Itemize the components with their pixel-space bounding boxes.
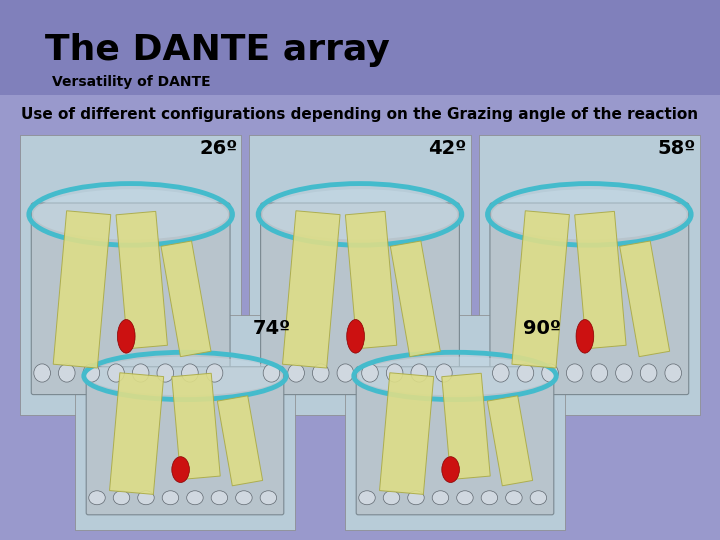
Ellipse shape xyxy=(83,364,99,382)
Ellipse shape xyxy=(89,491,105,505)
Ellipse shape xyxy=(456,491,473,505)
FancyBboxPatch shape xyxy=(31,203,230,395)
Ellipse shape xyxy=(260,491,276,505)
Bar xyxy=(345,315,565,530)
Ellipse shape xyxy=(616,364,632,382)
Ellipse shape xyxy=(132,364,149,382)
Ellipse shape xyxy=(361,364,378,382)
Bar xyxy=(379,373,433,495)
Bar xyxy=(217,396,263,486)
Ellipse shape xyxy=(432,491,449,505)
Bar xyxy=(442,373,490,480)
Bar xyxy=(346,211,397,349)
Ellipse shape xyxy=(312,364,329,382)
Text: Versatility of DANTE: Versatility of DANTE xyxy=(52,75,211,89)
Ellipse shape xyxy=(172,457,189,482)
Bar xyxy=(282,211,340,368)
Ellipse shape xyxy=(387,364,403,382)
Ellipse shape xyxy=(492,189,687,240)
Bar xyxy=(620,241,670,356)
Ellipse shape xyxy=(181,364,198,382)
Bar xyxy=(20,135,241,415)
Ellipse shape xyxy=(58,364,75,382)
Ellipse shape xyxy=(117,320,135,353)
Ellipse shape xyxy=(33,189,228,240)
Text: 90º: 90º xyxy=(523,319,561,338)
FancyBboxPatch shape xyxy=(490,203,689,395)
Ellipse shape xyxy=(442,457,459,482)
Ellipse shape xyxy=(235,491,252,505)
Bar xyxy=(109,373,163,495)
Ellipse shape xyxy=(113,491,130,505)
Ellipse shape xyxy=(567,364,583,382)
Text: 42º: 42º xyxy=(428,139,467,158)
Text: The DANTE array: The DANTE array xyxy=(45,33,390,67)
Bar xyxy=(575,211,626,349)
Ellipse shape xyxy=(576,320,594,353)
Ellipse shape xyxy=(436,364,452,382)
Ellipse shape xyxy=(492,364,509,382)
Ellipse shape xyxy=(337,364,354,382)
Bar xyxy=(479,135,700,415)
Ellipse shape xyxy=(138,491,154,505)
Bar xyxy=(172,373,220,480)
Ellipse shape xyxy=(665,364,682,382)
Ellipse shape xyxy=(505,491,522,505)
Ellipse shape xyxy=(108,364,125,382)
Ellipse shape xyxy=(517,364,534,382)
Bar xyxy=(487,396,533,486)
Bar xyxy=(390,241,441,356)
Ellipse shape xyxy=(89,356,282,395)
Ellipse shape xyxy=(162,491,179,505)
FancyBboxPatch shape xyxy=(356,367,554,515)
Bar xyxy=(249,135,471,415)
Bar xyxy=(75,315,295,530)
Text: 74º: 74º xyxy=(253,319,291,338)
Ellipse shape xyxy=(359,356,552,395)
Ellipse shape xyxy=(157,364,174,382)
Text: 58º: 58º xyxy=(658,139,696,158)
Ellipse shape xyxy=(359,491,375,505)
Bar xyxy=(161,241,211,356)
Ellipse shape xyxy=(541,364,559,382)
Ellipse shape xyxy=(347,320,364,353)
Ellipse shape xyxy=(530,491,546,505)
Text: Use of different configurations depending on the Grazing angle of the reaction: Use of different configurations dependin… xyxy=(22,107,698,123)
Ellipse shape xyxy=(481,491,498,505)
FancyBboxPatch shape xyxy=(86,367,284,515)
Bar xyxy=(53,211,111,368)
Ellipse shape xyxy=(383,491,400,505)
FancyBboxPatch shape xyxy=(261,203,459,395)
Ellipse shape xyxy=(211,491,228,505)
Ellipse shape xyxy=(186,491,203,505)
Ellipse shape xyxy=(411,364,428,382)
Ellipse shape xyxy=(288,364,305,382)
Ellipse shape xyxy=(34,364,50,382)
Bar xyxy=(116,211,168,349)
Ellipse shape xyxy=(591,364,608,382)
Text: 26º: 26º xyxy=(199,139,238,158)
Ellipse shape xyxy=(263,189,457,240)
Ellipse shape xyxy=(206,364,223,382)
Bar xyxy=(512,211,570,368)
Ellipse shape xyxy=(264,364,280,382)
Ellipse shape xyxy=(408,491,424,505)
Bar xyxy=(0,0,720,94)
Ellipse shape xyxy=(640,364,657,382)
